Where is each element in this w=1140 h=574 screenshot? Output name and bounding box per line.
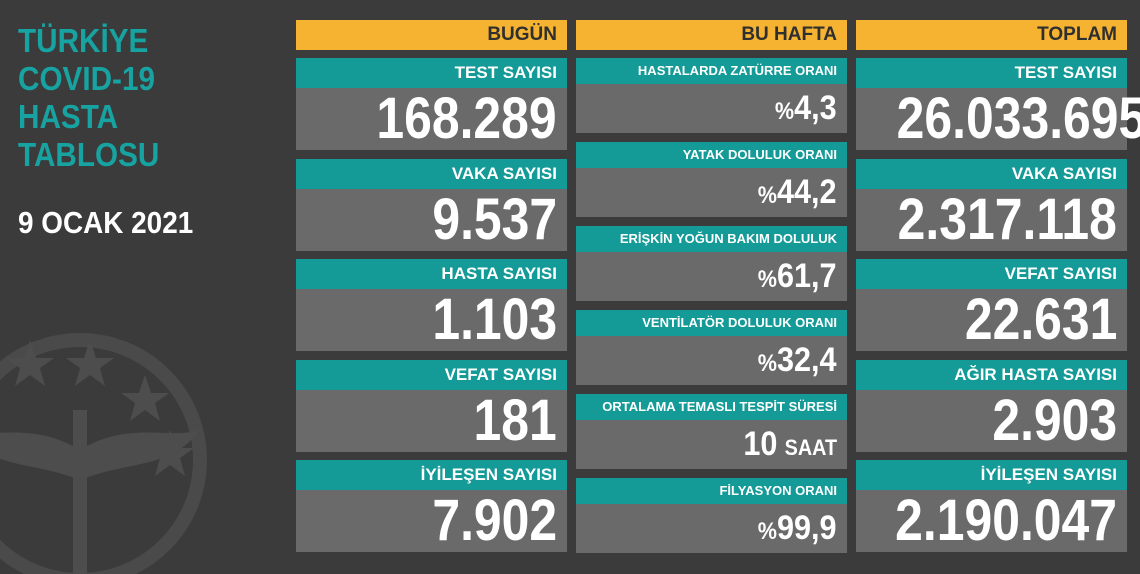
stat-value-box: 7.902 (296, 490, 567, 552)
stat-value: 32,4 (777, 341, 837, 379)
stat-value: 26.033.695 (896, 86, 1140, 151)
column-header: BU HAFTA (576, 20, 847, 50)
stat-value-box: 2.190.047 (856, 490, 1127, 552)
stat-label: VAKA SAYISI (296, 158, 567, 189)
stat-label: VEFAT SAYISI (296, 359, 567, 390)
stat-value: 61,7 (777, 257, 837, 295)
stat-value-wrap: 10 SAAT (743, 420, 837, 475)
stat-value: 168.289 (376, 86, 557, 151)
stat-label: VAKA SAYISI (856, 158, 1127, 189)
stat-value-box: %32,4 (576, 336, 847, 385)
title-line: HASTA (18, 98, 119, 135)
stat-value-wrap: %32,4 (758, 336, 837, 391)
stat-value-box: %4,3 (576, 84, 847, 133)
stat-value-box: %99,9 (576, 504, 847, 553)
stat-value: 44,2 (777, 173, 837, 211)
stat-value-wrap: 2.190.047 (895, 490, 1117, 567)
stat-value: 1.103 (432, 287, 557, 352)
stat-value: 10 (743, 425, 778, 463)
stat-label: HASTALARDA ZATÜRRE ORANI (576, 58, 847, 84)
column-header: BUGÜN (296, 20, 567, 50)
percent-sign: % (758, 518, 778, 545)
stat-value-wrap: %99,9 (758, 504, 837, 559)
stat-value-box: 168.289 (296, 88, 567, 150)
stat-label: ERİŞKİN YOĞUN BAKIM DOLULUK ORANI (576, 226, 847, 272)
stat-value-wrap: 9.537 (432, 186, 557, 266)
stat-value-wrap: 168.289 (377, 88, 557, 165)
stat-value-box: 9.537 (296, 188, 567, 251)
stat-value: 4,3 (794, 89, 837, 127)
stat-value-wrap: %44,2 (758, 168, 837, 223)
title: TÜRKİYE COVID-19 HASTA TABLOSU (18, 22, 159, 174)
stat-label: İYİLEŞEN SAYISI (296, 460, 567, 490)
stat-value-wrap: %4,3 (775, 84, 837, 139)
stat-value: 22.631 (964, 287, 1117, 352)
stat-value-box: 22.631 (856, 289, 1127, 351)
stat-value-box: %44,2 (576, 168, 847, 217)
stat-label: FİLYASYON ORANI (576, 478, 847, 504)
stat-value-wrap: 22.631 (964, 289, 1117, 366)
stat-value: 9.537 (432, 186, 557, 252)
stat-value: 2.190.047 (895, 488, 1117, 553)
percent-sign: % (758, 266, 778, 293)
stat-value-wrap: 181 (473, 387, 557, 467)
stat-value-wrap: 7.902 (432, 490, 557, 567)
stat-label: VENTİLATÖR DOLULUK ORANI (576, 310, 847, 336)
stat-value: 181 (473, 387, 557, 453)
emblem (0, 333, 207, 574)
stat-value: 2.317.118 (897, 186, 1117, 252)
percent-sign: % (775, 98, 795, 125)
column-header: TOPLAM (856, 20, 1127, 50)
stat-value-wrap: 2.317.118 (897, 186, 1117, 266)
stat-value-wrap: 1.103 (432, 289, 557, 366)
percent-sign: % (758, 182, 778, 209)
title-line: TÜRKİYE (18, 22, 149, 59)
unit: SAAT (784, 435, 837, 460)
stat-value-box: 181 (296, 389, 567, 452)
stat-value-wrap: 26.033.695 (897, 88, 1140, 165)
stat-label: AĞIR HASTA SAYISI (856, 359, 1127, 390)
stat-label: TEST SAYISI (296, 58, 567, 88)
title-line: COVID-19 (18, 60, 155, 97)
stat-value-wrap: 2.903 (992, 387, 1117, 467)
stat-value-box: 10 SAAT (576, 420, 847, 469)
stat-label: VEFAT SAYISI (856, 259, 1127, 289)
stat-label: YATAK DOLULUK ORANI (576, 142, 847, 168)
stat-value-box: %61,7 (576, 252, 847, 301)
percent-sign: % (758, 350, 778, 377)
stat-label: İYİLEŞEN SAYISI (856, 460, 1127, 490)
stat-label: ORTALAMA TEMASLI TESPİT SÜRESİ (576, 394, 847, 420)
stat-value-box: 2.317.118 (856, 188, 1127, 251)
stat-label: HASTA SAYISI (296, 259, 567, 289)
title-line: TABLOSU (18, 136, 160, 173)
stat-value-box: 2.903 (856, 389, 1127, 452)
stat-value: 99,9 (777, 509, 837, 547)
stat-value: 2.903 (992, 387, 1117, 453)
stat-value-box: 26.033.695 (856, 88, 1140, 150)
stat-value: 7.902 (432, 488, 557, 553)
date: 9 OCAK 2021 (18, 205, 194, 240)
stat-value-wrap: %61,7 (758, 252, 837, 307)
stat-value-box: 1.103 (296, 289, 567, 351)
stat-label: TEST SAYISI (856, 58, 1127, 88)
